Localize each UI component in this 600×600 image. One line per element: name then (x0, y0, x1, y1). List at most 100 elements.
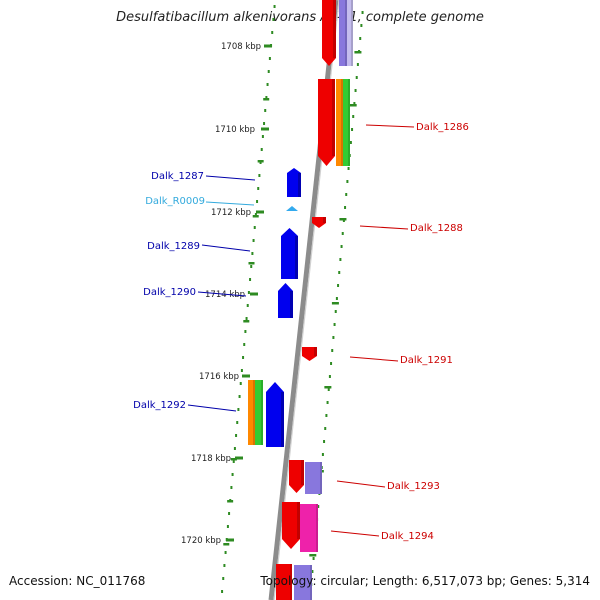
ring-dot-right (328, 375, 331, 378)
ring-dash-left (223, 543, 230, 546)
track-Dalk_1292-orange-shade (253, 380, 255, 445)
kbp-label: 1718 kbp (191, 454, 231, 464)
ring-dot-left (243, 343, 246, 346)
ring-dot-right (359, 37, 362, 40)
ring-dot-left (251, 252, 254, 255)
gene-Dalk_1286-shade (332, 79, 335, 156)
leader-line-Dalk_1289 (201, 244, 251, 252)
leader-line-Dalk_1294 (330, 530, 380, 537)
gene-label-Dalk_R0009[interactable]: Dalk_R0009 (145, 196, 205, 207)
gene-Dalk_1289[interactable] (281, 228, 298, 279)
ring-dash-left (243, 320, 250, 323)
ring-dash-left (230, 458, 237, 461)
ring-dot-left (257, 187, 260, 190)
ring-dot-left (261, 135, 264, 138)
kbp-label: 1720 kbp (181, 536, 221, 546)
ring-dash-right (324, 386, 332, 389)
kbp-label: 1712 kbp (211, 208, 251, 218)
ring-dash-left (263, 98, 270, 101)
kbp-label: 1716 kbp (199, 372, 239, 382)
gene-Dalk_1290[interactable] (278, 283, 293, 318)
track-top-lavender-shade (351, 0, 353, 66)
track-Dalk_1292-green (255, 380, 263, 445)
track-Dalk_1286-green-shade (348, 79, 350, 166)
gene-Dalk_1287-shade (298, 173, 301, 197)
gene-Dalk_1294-shade (297, 502, 300, 539)
ring-dash-right (309, 554, 317, 557)
ring-dot-left (228, 512, 231, 515)
gene-label-Dalk_1287[interactable]: Dalk_1287 (151, 171, 204, 182)
ring-dot-left (222, 577, 225, 580)
leader-line-Dalk_1286 (365, 124, 415, 128)
ring-dot-left (235, 434, 238, 437)
gene-label-Dalk_1294[interactable]: Dalk_1294 (381, 531, 434, 542)
ring-dot-left (260, 148, 263, 151)
track-top-purple (339, 0, 347, 66)
ring-dot-left (252, 239, 255, 242)
gene-Dalk_1294[interactable] (282, 502, 300, 549)
ring-dot-left (268, 57, 271, 60)
ring-dot-left (267, 70, 270, 73)
gene-label-Dalk_1293[interactable]: Dalk_1293 (387, 481, 440, 492)
gene-label-Dalk_1291[interactable]: Dalk_1291 (400, 355, 453, 366)
accession-text: Accession: NC_011768 (9, 574, 146, 588)
ring-dot-right (346, 180, 349, 183)
ring-dot-right (344, 206, 347, 209)
gene-label-Dalk_1289[interactable]: Dalk_1289 (147, 241, 200, 252)
ring-dot-right (337, 284, 340, 287)
ring-dot-right (353, 102, 356, 105)
gene-Dalk_R0009[interactable] (286, 206, 298, 211)
track-Dalk_1293-purple (305, 462, 322, 494)
gene-Dalk_1287[interactable] (287, 168, 301, 197)
ring-dot-right (352, 115, 355, 118)
kbp-tick (261, 127, 269, 131)
leader-line-Dalk_1287 (205, 175, 256, 181)
ring-dot-right (356, 63, 359, 66)
ring-dot-right (360, 24, 363, 27)
kbp-label: 1710 kbp (215, 125, 255, 135)
gene-label-Dalk_1286[interactable]: Dalk_1286 (416, 122, 469, 133)
ring-dash-right (339, 218, 347, 221)
ring-dot-right (361, 11, 364, 14)
track-top-lavender (347, 0, 353, 66)
leader-line-Dalk_1291 (349, 356, 399, 362)
ring-dot-left (231, 473, 234, 476)
kbp-tick (250, 292, 258, 296)
ring-dot-left (221, 590, 224, 593)
ring-dot-left (230, 486, 233, 489)
track-bottom-red-shade (290, 564, 292, 600)
gene-label-Dalk_1290[interactable]: Dalk_1290 (143, 287, 196, 298)
gene-Dalk_1286[interactable] (318, 79, 335, 166)
ring-dot-left (250, 265, 253, 268)
gene-Dalk_1292[interactable] (266, 382, 284, 447)
track-Dalk_1292-green-shade (261, 380, 263, 445)
gene-Dalk_1288[interactable] (312, 217, 326, 228)
ring-dot-left (256, 200, 259, 203)
ring-dot-right (339, 258, 342, 261)
ring-dot-right (330, 362, 333, 365)
ring-dot-left (226, 525, 229, 528)
gene-label-Dalk_1292[interactable]: Dalk_1292 (133, 400, 186, 411)
kbp-tick (242, 374, 250, 378)
leader-line-Dalk_1288 (359, 225, 409, 230)
gene-top-forward-shade (333, 0, 336, 58)
ring-dot-left (247, 291, 250, 294)
kbp-tick (264, 44, 272, 48)
gene-Dalk_1288-shade (323, 217, 326, 223)
ring-dash-right (354, 51, 362, 54)
ring-dot-left (233, 447, 236, 450)
gene-label-Dalk_1288[interactable]: Dalk_1288 (410, 223, 463, 234)
ring-dot-right (338, 271, 341, 274)
gene-top-forward[interactable] (322, 0, 336, 66)
kbp-label: 1714 kbp (205, 290, 245, 300)
gene-Dalk_1291[interactable] (302, 347, 317, 361)
ring-dot-right (324, 427, 327, 430)
leader-line-Dalk_1290 (197, 291, 247, 297)
gene-Dalk_1293[interactable] (289, 460, 304, 493)
ring-dot-left (236, 421, 239, 424)
ring-dot-right (327, 388, 330, 391)
ring-dot-right (333, 323, 336, 326)
ring-dot-right (354, 89, 357, 92)
